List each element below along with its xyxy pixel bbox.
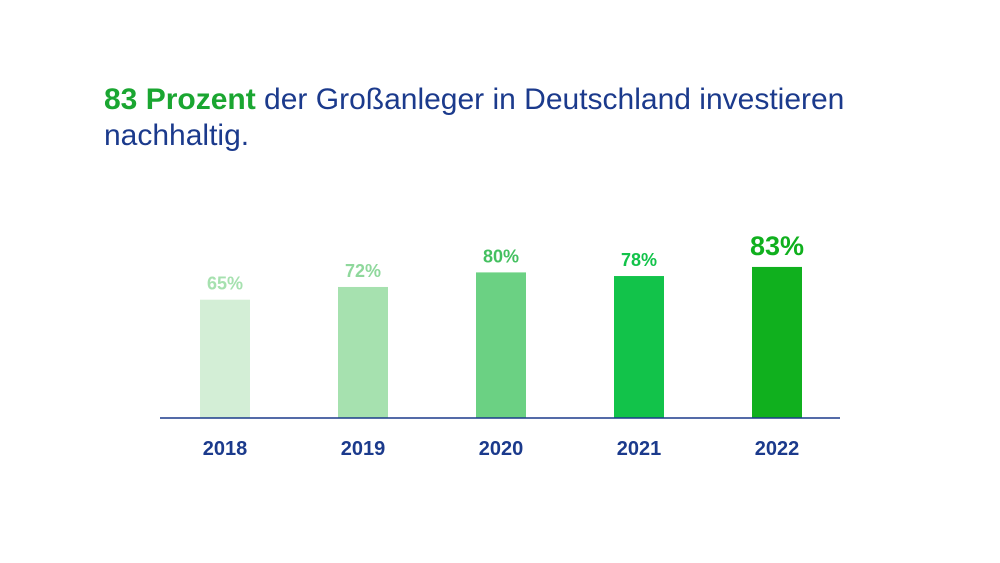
- bars-group: [200, 266, 802, 418]
- value-label-2020: 80%: [483, 246, 519, 266]
- value-label-2019: 72%: [345, 261, 381, 281]
- bar-2019: [338, 286, 388, 418]
- headline: 83 Prozent der Großanleger in Deutschlan…: [104, 82, 924, 154]
- value-labels-group: 65% 72% 80% 78% 83%: [207, 231, 804, 294]
- bar-2018: [200, 299, 250, 418]
- headline-highlight: 83 Prozent: [104, 83, 256, 116]
- bar-2022: [752, 266, 802, 418]
- value-label-2022: 83%: [750, 231, 804, 261]
- category-label-2018: 2018: [203, 438, 248, 460]
- bar-2020: [476, 272, 526, 418]
- category-label-2020: 2020: [479, 438, 524, 460]
- value-label-2021: 78%: [621, 250, 657, 270]
- bar-2021: [614, 276, 664, 418]
- category-label-2022: 2022: [755, 438, 800, 460]
- category-labels-group: 2018 2019 2020 2021 2022: [203, 438, 800, 460]
- category-label-2019: 2019: [341, 438, 386, 460]
- category-label-2021: 2021: [617, 438, 662, 460]
- value-label-2018: 65%: [207, 274, 243, 294]
- headline-text: der Großanleger in Deutschland investier…: [104, 83, 845, 152]
